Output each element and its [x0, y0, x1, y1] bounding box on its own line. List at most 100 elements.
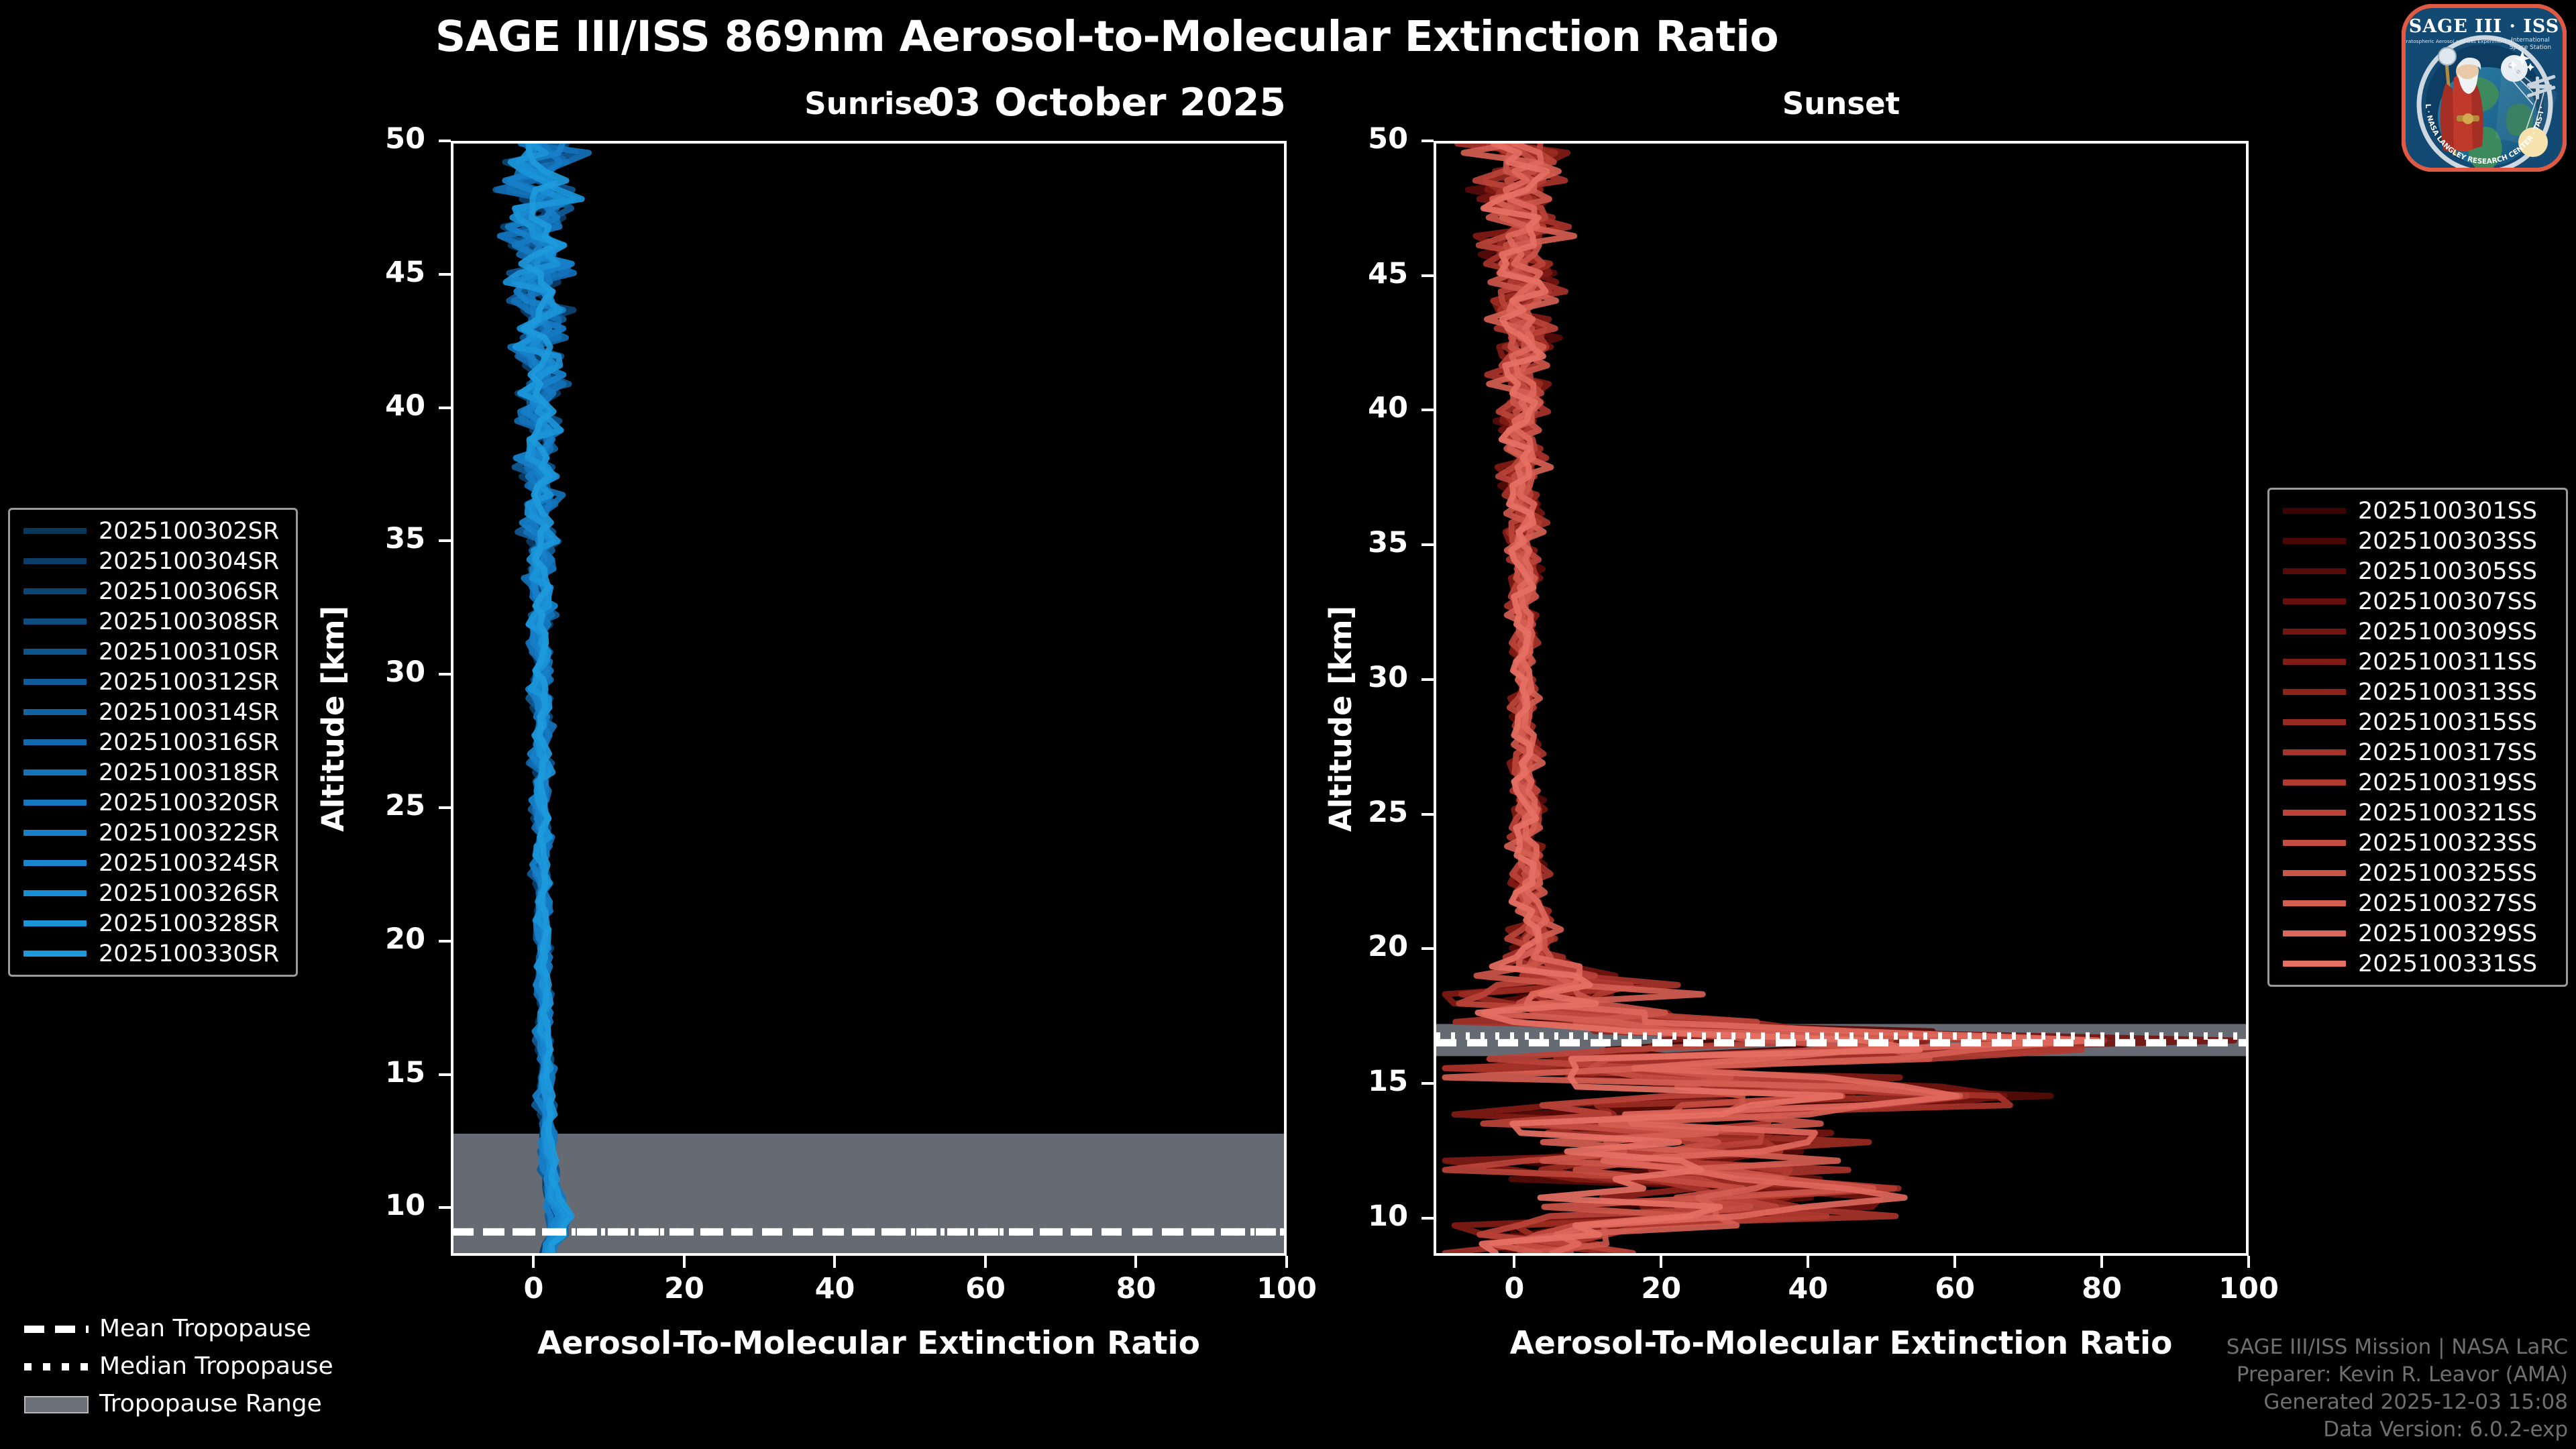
y-tick-mark	[439, 539, 451, 543]
y-tick-label: 50	[385, 122, 425, 156]
legend-color-swatch	[2283, 870, 2346, 876]
legend-item-label: 2025100308SR	[99, 608, 280, 635]
credit-line: Data Version: 6.0.2-exp	[2323, 1417, 2568, 1442]
x-tick-label: 20	[1641, 1272, 1682, 1305]
legend-color-swatch	[2283, 780, 2346, 786]
page-title: SAGE III/ISS 869nm Aerosol-to-Molecular …	[435, 12, 1779, 61]
sunrise-legend-item[interactable]: 2025100316SR	[10, 727, 296, 757]
legend-item-label: 2025100320SR	[99, 789, 280, 816]
legend-item-label: 2025100326SR	[99, 879, 280, 907]
sunset-legend[interactable]: 2025100301SS 2025100303SS 2025100305SS 2025…	[2267, 488, 2568, 987]
y-tick-label: 10	[1368, 1199, 1408, 1233]
y-tick-label: 40	[1368, 391, 1408, 425]
y-tick-mark	[439, 1206, 451, 1210]
sunrise-legend-item[interactable]: 2025100314SR	[10, 697, 296, 727]
x-tick-label: 20	[664, 1272, 704, 1305]
legend-color-swatch	[2283, 930, 2346, 936]
x-tick-label: 40	[814, 1272, 855, 1305]
y-tick-mark	[1421, 812, 1434, 816]
legend-item-label: 2025100321SS	[2358, 799, 2538, 826]
legend-color-swatch	[2283, 749, 2346, 755]
mean-tropopause-dash-icon	[24, 1321, 89, 1336]
legend-color-swatch	[2283, 629, 2346, 635]
sunrise-legend-item[interactable]: 2025100326SR	[10, 878, 296, 908]
legend-item-label: 2025100329SS	[2358, 920, 2538, 947]
sunrise-plot-area	[451, 141, 1287, 1256]
sunset-legend-item[interactable]: 2025100301SS	[2269, 496, 2566, 526]
sunrise-legend-item[interactable]: 2025100304SR	[10, 546, 296, 576]
legend-item-label: 2025100331SS	[2358, 950, 2538, 977]
legend-item-label: 2025100302SR	[99, 517, 280, 545]
sunrise-legend-item[interactable]: 2025100308SR	[10, 606, 296, 637]
sunrise-legend-item[interactable]: 2025100322SR	[10, 818, 296, 848]
legend-color-swatch	[2283, 719, 2346, 725]
credit-line: SAGE III/ISS Mission | NASA LaRC	[2226, 1335, 2568, 1360]
sunrise-legend-item[interactable]: 2025100306SR	[10, 576, 296, 606]
sunset-profile-curves	[1436, 144, 2246, 1253]
sunset-legend-item[interactable]: 2025100317SS	[2269, 737, 2566, 767]
legend-item-label: 2025100306SR	[99, 578, 280, 605]
sunrise-legend-item[interactable]: 2025100318SR	[10, 757, 296, 788]
y-tick-mark	[439, 1073, 451, 1076]
sunset-legend-item[interactable]: 2025100327SS	[2269, 888, 2566, 918]
sunset-legend-item[interactable]: 2025100331SS	[2269, 949, 2566, 979]
sunrise-legend[interactable]: 2025100302SR 2025100304SR 2025100306SR 2025…	[8, 508, 298, 977]
legend-color-swatch	[23, 769, 87, 775]
sunset-legend-item[interactable]: 2025100323SS	[2269, 828, 2566, 858]
y-tick-mark	[1421, 947, 1434, 951]
sunset-x-axis-label: Aerosol-To-Molecular Extinction Ratio	[1509, 1325, 2173, 1362]
legend-color-swatch	[2283, 840, 2346, 846]
legend-item-label: 2025100305SS	[2358, 557, 2538, 585]
legend-item-label: 2025100324SR	[99, 849, 280, 877]
sunset-legend-item[interactable]: 2025100311SS	[2269, 647, 2566, 677]
profile-line	[1474, 144, 1923, 1253]
sunrise-legend-item[interactable]: 2025100330SR	[10, 938, 296, 969]
sunrise-legend-item[interactable]: 2025100302SR	[10, 516, 296, 546]
legend-color-swatch	[23, 588, 87, 594]
x-tick-label: 60	[1935, 1272, 1976, 1305]
tropopause-legend-item: Mean Tropopause	[9, 1309, 333, 1347]
sunrise-legend-item[interactable]: 2025100328SR	[10, 908, 296, 938]
sunset-legend-item[interactable]: 2025100309SS	[2269, 616, 2566, 647]
y-tick-label: 35	[385, 522, 425, 556]
y-tick-label: 45	[385, 255, 425, 289]
sunset-legend-item[interactable]: 2025100315SS	[2269, 707, 2566, 737]
sunrise-legend-item[interactable]: 2025100312SR	[10, 667, 296, 697]
legend-item-label: 2025100317SS	[2358, 739, 2538, 766]
legend-color-swatch	[2283, 538, 2346, 544]
y-tick-mark	[439, 673, 451, 676]
sunset-legend-item[interactable]: 2025100303SS	[2269, 526, 2566, 556]
y-tick-mark	[1421, 543, 1434, 547]
profile-line	[1442, 144, 2090, 1253]
x-tick-mark	[983, 1256, 987, 1268]
legend-color-swatch	[23, 739, 87, 745]
tropopause-legend-label: Mean Tropopause	[99, 1314, 311, 1342]
sunrise-legend-item[interactable]: 2025100320SR	[10, 788, 296, 818]
sunset-legend-item[interactable]: 2025100321SS	[2269, 798, 2566, 828]
sunset-y-axis-label: Altitude [km]	[1323, 605, 1358, 832]
x-tick-mark	[682, 1256, 686, 1268]
sunset-legend-item[interactable]: 2025100319SS	[2269, 767, 2566, 798]
page-subtitle: 03 October 2025	[928, 80, 1286, 125]
panel-title-sunset: Sunset	[1782, 86, 1900, 121]
x-tick-mark	[1513, 1256, 1516, 1268]
sunset-legend-item[interactable]: 2025100329SS	[2269, 918, 2566, 949]
legend-color-swatch	[23, 679, 87, 685]
sunset-legend-item[interactable]: 2025100313SS	[2269, 677, 2566, 707]
patch-title: SAGE III · ISS	[2409, 16, 2560, 37]
sunset-legend-item[interactable]: 2025100307SS	[2269, 586, 2566, 616]
legend-item-label: 2025100314SR	[99, 698, 280, 726]
y-tick-mark	[439, 406, 451, 409]
credit-line: Preparer: Kevin R. Leavor (AMA)	[2236, 1362, 2568, 1387]
legend-item-label: 2025100307SS	[2358, 588, 2538, 615]
x-tick-mark	[1807, 1256, 1810, 1268]
legend-color-swatch	[2283, 689, 2346, 695]
legend-item-label: 2025100304SR	[99, 547, 280, 575]
sunset-legend-item[interactable]: 2025100305SS	[2269, 556, 2566, 586]
sunrise-legend-item[interactable]: 2025100324SR	[10, 848, 296, 878]
sunrise-legend-item[interactable]: 2025100310SR	[10, 637, 296, 667]
x-tick-mark	[833, 1256, 837, 1268]
sunset-legend-item[interactable]: 2025100325SS	[2269, 858, 2566, 888]
legend-color-swatch	[23, 860, 87, 866]
x-tick-mark	[1660, 1256, 1663, 1268]
